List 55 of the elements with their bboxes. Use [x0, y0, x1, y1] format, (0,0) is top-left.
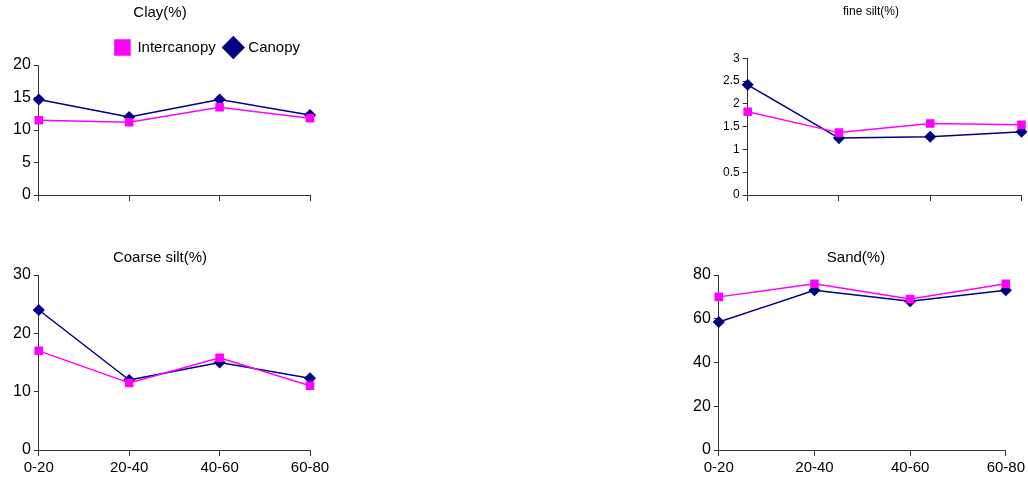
y-tick-label: 5 [21, 152, 31, 170]
y-tick-label: 1 [732, 141, 740, 156]
point [1017, 120, 1026, 130]
point [305, 114, 315, 123]
point [1001, 279, 1011, 289]
point [834, 128, 844, 137]
y-tick-label: 0 [21, 185, 31, 203]
x-tick-label: 60-80 [290, 458, 330, 476]
y-tick-label: 0 [21, 440, 31, 458]
chart-title: fine silt(%) [842, 3, 900, 18]
x-tick-label: 60-80 [986, 458, 1026, 476]
point [713, 316, 725, 328]
legend-label: Canopy [248, 37, 301, 55]
legend-label: Intercanopy [137, 37, 217, 55]
y-tick-label: 80 [693, 265, 711, 283]
y-tick-label: 15 [13, 87, 31, 105]
y-tick-label: 0.5 [722, 164, 740, 179]
y-tick-label: 40 [693, 352, 711, 370]
y-tick-label: 10 [13, 120, 31, 138]
x-tick-label: 0-20 [23, 458, 54, 476]
x-tick-label: 20-40 [110, 458, 149, 476]
point [743, 107, 752, 116]
y-tick-label: 60 [693, 309, 711, 327]
point [34, 115, 44, 125]
chart-title: Clay(%) [133, 3, 187, 21]
point [305, 381, 315, 391]
point [741, 79, 754, 91]
y-tick-label: 0 [732, 187, 740, 202]
y-tick-label: 1.5 [722, 119, 740, 134]
point [33, 93, 45, 106]
point [215, 102, 224, 112]
y-tick-label: 3 [732, 50, 740, 65]
point [810, 279, 819, 289]
y-tick-label: 20 [13, 55, 31, 73]
x-tick-label: 40-60 [200, 458, 239, 476]
x-tick-label: 20-40 [795, 458, 834, 476]
x-tick-label: 40-60 [890, 458, 930, 476]
point [33, 304, 45, 316]
y-tick-label: 20 [693, 396, 711, 414]
y-tick-label: 0 [701, 440, 711, 458]
x-tick-label: 0-20 [703, 458, 734, 476]
point [215, 353, 224, 363]
point [34, 346, 44, 356]
point [924, 130, 936, 143]
point [925, 119, 935, 128]
chart-title: Coarse silt(%) [112, 248, 208, 266]
point [124, 117, 134, 127]
y-tick-label: 2.5 [722, 73, 740, 88]
chart-title: Sand(%) [826, 248, 886, 266]
y-tick-label: 2 [732, 96, 740, 111]
y-tick-label: 20 [13, 323, 31, 341]
point [124, 378, 134, 388]
y-tick-label: 10 [13, 382, 31, 400]
point [714, 292, 724, 302]
y-tick-label: 30 [13, 265, 31, 283]
